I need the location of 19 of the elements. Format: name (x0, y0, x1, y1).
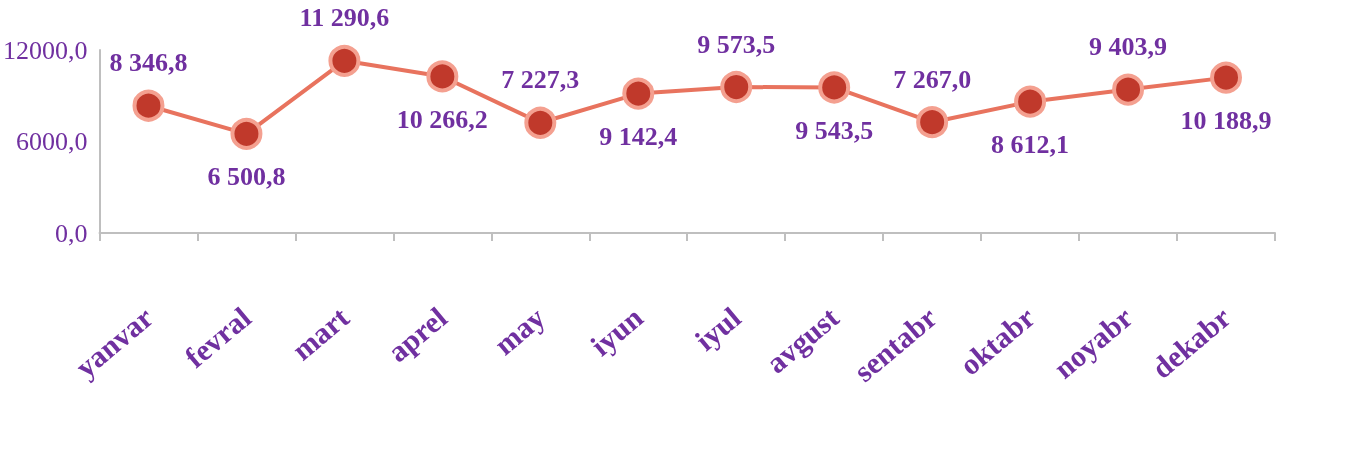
data-label: 7 227,3 (501, 65, 580, 95)
data-label: 9 142,4 (599, 122, 678, 152)
data-label: 10 188,9 (1180, 106, 1272, 136)
data-label: 11 290,6 (299, 3, 390, 33)
x-tick-label: may (487, 300, 551, 361)
data-label: 6 500,8 (207, 162, 286, 192)
y-tick-label: 0,0 (55, 218, 88, 248)
x-tick-label: iyun (584, 300, 650, 363)
data-label: 8 612,1 (991, 130, 1070, 160)
data-label: 9 573,5 (697, 29, 776, 59)
data-label: 9 403,9 (1089, 32, 1168, 62)
data-label: 8 346,8 (109, 48, 188, 78)
y-tick-label: 6000,0 (16, 127, 88, 156)
x-tick-label: iyul (688, 300, 747, 357)
data-label: 10 266,2 (396, 104, 488, 134)
x-tick-label: mart (285, 300, 356, 367)
data-label: 9 543,5 (795, 115, 874, 145)
data-label: 7 267,0 (893, 64, 972, 94)
y-tick-label: 12000,0 (3, 35, 88, 65)
